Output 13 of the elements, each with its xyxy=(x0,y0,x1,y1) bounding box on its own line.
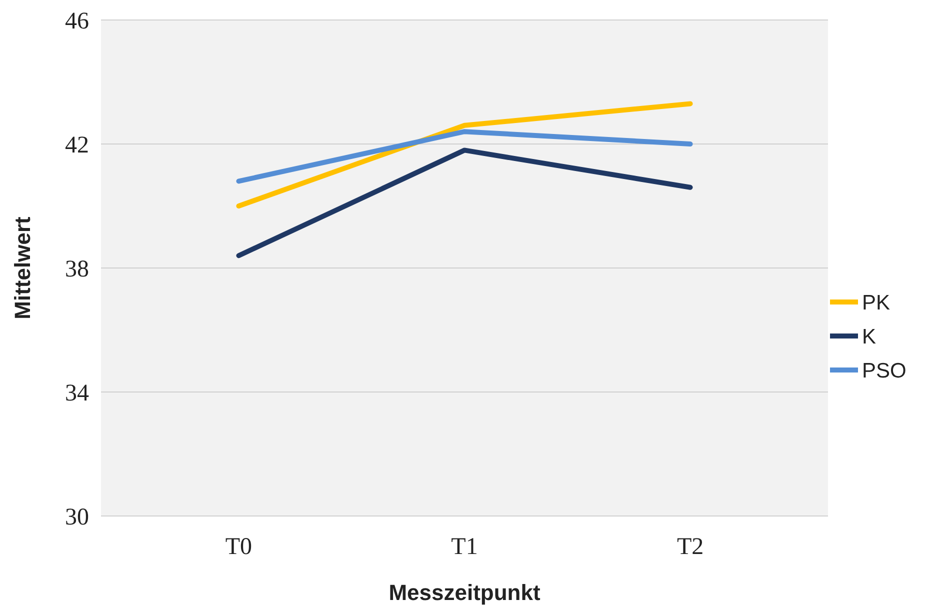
y-tick-label: 34 xyxy=(65,380,89,406)
legend-label: K xyxy=(862,325,876,348)
legend-label: PK xyxy=(862,291,890,314)
y-tick-label: 42 xyxy=(65,132,89,158)
x-axis-title: Messzeitpunkt xyxy=(388,580,541,605)
y-tick-label: 46 xyxy=(65,8,89,34)
y-tick-label: 38 xyxy=(65,256,89,282)
y-tick-label: 30 xyxy=(65,504,89,530)
x-tick-label: T1 xyxy=(451,534,478,560)
y-axis-title: Mittelwert xyxy=(10,216,35,320)
x-tick-label: T0 xyxy=(225,534,252,560)
legend-label: PSO xyxy=(862,359,906,382)
x-tick-label: T2 xyxy=(676,534,704,560)
